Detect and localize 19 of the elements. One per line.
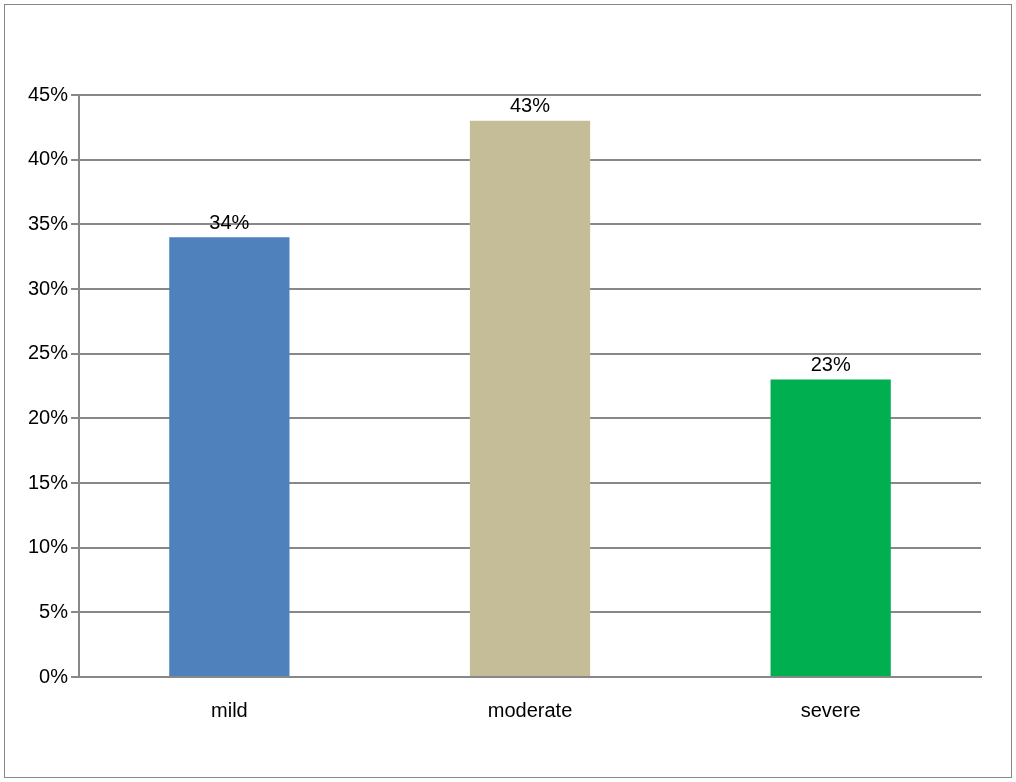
- y-tick-label: 10%: [28, 535, 69, 558]
- bar: [469, 120, 591, 676]
- x-tick-label: severe: [800, 698, 861, 721]
- x-tick-label: mild: [211, 698, 248, 721]
- y-tick-label: 20%: [28, 405, 69, 428]
- data-label: 43%: [510, 94, 551, 117]
- bar: [770, 379, 891, 676]
- y-tick-label: 25%: [28, 341, 69, 364]
- x-tick-label: moderate: [487, 698, 573, 721]
- data-label: 34%: [209, 210, 250, 233]
- data-label: 23%: [810, 353, 851, 376]
- y-tick-label: 35%: [28, 211, 69, 234]
- y-tick-label: 0%: [39, 664, 69, 687]
- y-tick-label: 40%: [28, 147, 69, 170]
- y-tick-label: 5%: [39, 599, 69, 622]
- y-tick-label: 30%: [28, 276, 69, 299]
- y-tick-label: 15%: [28, 470, 69, 493]
- bar: [169, 237, 290, 676]
- y-tick-label: 45%: [28, 82, 69, 105]
